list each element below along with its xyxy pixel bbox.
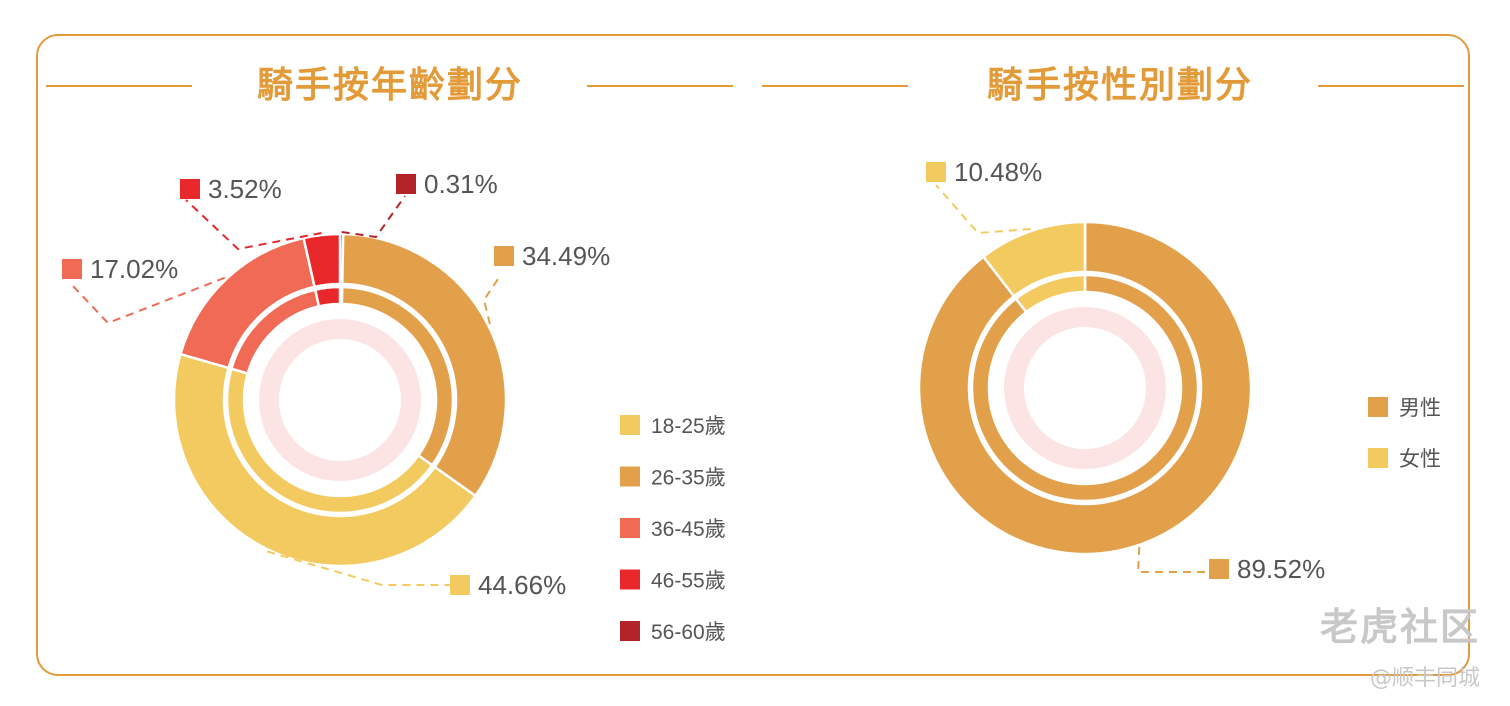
inner-slice-3 xyxy=(313,285,342,308)
leader-line-1 xyxy=(935,184,1031,235)
gender-chart-title: 騎手按性別劃分 xyxy=(986,65,1253,106)
title-rule-right-mid xyxy=(762,85,908,87)
age-donut-chart: 34.49% 44.66% 17.02% 3.52% 0.31% 18-25歲 26-35歲… xyxy=(62,169,726,644)
outer-slice-0 xyxy=(917,220,1253,556)
data-label-0: 89.52% xyxy=(1237,554,1325,584)
legend-swatch-4 xyxy=(620,621,640,641)
watermark-handle: @顺丰同城 xyxy=(1369,666,1480,691)
inner-slice-0 xyxy=(970,273,1200,503)
leader-line-4 xyxy=(341,195,406,239)
data-label-0: 44.66% xyxy=(478,570,566,600)
label-marker-0 xyxy=(1209,559,1229,579)
label-marker-1 xyxy=(926,162,946,182)
legend-label-0: 男性 xyxy=(1399,397,1441,420)
legend-label-0: 18-25歲 xyxy=(651,415,726,438)
legend-swatch-0 xyxy=(620,415,640,435)
legend-swatch-1 xyxy=(1368,448,1388,468)
legend-label-1: 26-35歲 xyxy=(651,467,726,490)
leader-line-0 xyxy=(1136,546,1210,573)
legend-label-4: 56-60歲 xyxy=(651,621,726,644)
age-chart-title: 騎手按年齡劃分 xyxy=(256,65,523,106)
watermark-brand: 老虎社区 xyxy=(1319,605,1480,649)
legend-label-1: 女性 xyxy=(1399,448,1441,471)
data-label-1: 34.49% xyxy=(522,241,610,271)
leader-line-0 xyxy=(266,550,450,586)
data-label-1: 10.48% xyxy=(954,157,1042,187)
data-label-4: 0.31% xyxy=(424,169,498,199)
leader-line-2 xyxy=(71,276,226,325)
inner-slice-1 xyxy=(1014,273,1087,314)
center-ring xyxy=(259,319,421,481)
title-rule-right xyxy=(1318,85,1464,87)
outer-slice-1 xyxy=(981,220,1087,299)
outer-slice-1 xyxy=(340,232,508,498)
label-marker-3 xyxy=(180,179,200,199)
outer-slice-3 xyxy=(302,232,342,289)
title-rule-left-mid xyxy=(587,85,733,87)
legend-swatch-1 xyxy=(620,466,640,487)
legend-label-3: 46-55歲 xyxy=(651,570,726,593)
data-label-2: 17.02% xyxy=(90,254,178,284)
leader-line-1 xyxy=(482,275,501,325)
chart-frame xyxy=(36,34,1470,676)
legend-swatch-3 xyxy=(620,569,640,590)
title-rule-left xyxy=(46,85,192,87)
leader-line-3 xyxy=(185,199,322,251)
label-marker-0 xyxy=(450,575,470,595)
label-marker-2 xyxy=(62,259,82,279)
legend-swatch-0 xyxy=(1368,397,1388,417)
data-label-3: 3.52% xyxy=(208,174,282,204)
legend-label-2: 36-45歲 xyxy=(651,518,726,541)
label-marker-4 xyxy=(396,174,416,194)
label-marker-1 xyxy=(494,246,514,266)
outer-slice-0 xyxy=(172,352,478,568)
legend-swatch-2 xyxy=(620,518,640,538)
center-ring xyxy=(1004,307,1166,469)
